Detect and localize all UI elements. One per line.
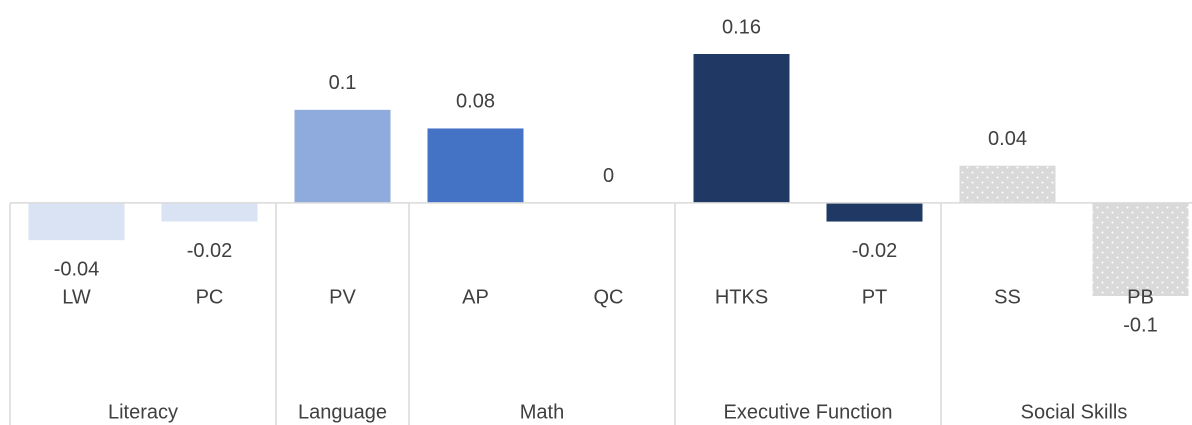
data-label: 0.16 (722, 16, 761, 38)
x-tick-label: PB (1127, 286, 1154, 308)
data-label: 0 (603, 165, 614, 187)
bar (161, 202, 258, 222)
bar (826, 202, 923, 222)
x-tick-label: LW (62, 286, 91, 308)
data-label: -0.1 (1123, 314, 1157, 336)
data-label: -0.02 (187, 240, 233, 262)
bar (294, 109, 391, 203)
x-tick-label: HTKS (715, 286, 768, 308)
data-label: 0.08 (456, 91, 495, 113)
group-label: Social Skills (1021, 401, 1128, 423)
group-label: Math (520, 401, 564, 423)
bar (1092, 202, 1189, 296)
data-label: 0.04 (988, 128, 1027, 150)
x-tick-label: SS (994, 286, 1021, 308)
group-label: Executive Function (724, 401, 893, 423)
data-label: -0.04 (54, 258, 100, 280)
x-tick-label: QC (594, 286, 624, 308)
bar (693, 54, 790, 203)
group-label: Literacy (108, 401, 178, 423)
x-tick-label: PT (862, 286, 888, 308)
x-tick-label: PV (329, 286, 356, 308)
data-label: -0.02 (852, 240, 898, 262)
x-tick-label: PC (196, 286, 224, 308)
data-label: 0.1 (329, 72, 357, 94)
bar (427, 128, 524, 203)
bar (28, 202, 125, 241)
x-tick-label: AP (462, 286, 489, 308)
group-label: Language (298, 401, 387, 423)
bar (959, 165, 1056, 203)
